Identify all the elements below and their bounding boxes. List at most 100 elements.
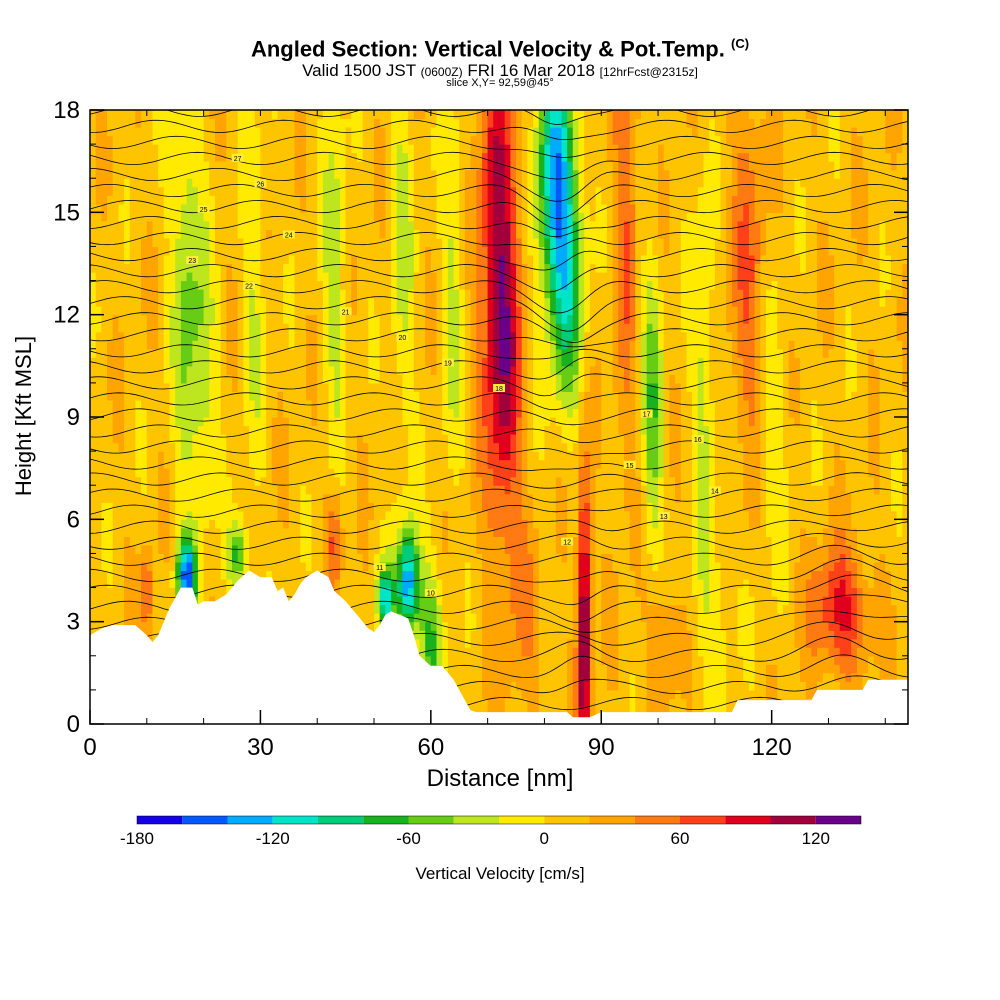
isoline <box>90 328 908 348</box>
isoline <box>90 119 908 140</box>
isoline <box>90 280 908 314</box>
isoline-label: 18 <box>495 386 503 393</box>
isoline-label: 23 <box>188 258 196 265</box>
isoline-label: 15 <box>626 463 634 470</box>
isoline <box>90 519 908 534</box>
isoline <box>90 264 908 293</box>
y-axis-label: Height [Kft MSL] <box>11 335 36 497</box>
isoline-label-bg <box>373 563 386 572</box>
isoline <box>90 544 908 566</box>
isoline-label: 10 <box>427 591 435 598</box>
isoline-label-bg <box>441 358 454 367</box>
x-tick-label: 90 <box>588 734 615 761</box>
colorbar-frame <box>136 815 862 825</box>
valid-time: Valid 1500 JST <box>302 61 416 80</box>
isoline-label-bg <box>493 384 505 393</box>
colorbar-swatch <box>770 816 816 824</box>
isoline <box>90 312 908 344</box>
isoline-label-bg <box>691 435 704 444</box>
isoline <box>90 183 908 219</box>
chart-subtitle: Valid 1500 JST (0600Z) FRI 16 Mar 2018 [… <box>0 61 1000 81</box>
isoline <box>90 440 908 457</box>
isoline <box>90 456 908 471</box>
isoline <box>90 408 908 426</box>
isoline-label-bg <box>186 256 199 265</box>
y-tick-label: 9 <box>67 404 80 431</box>
isoline <box>90 424 908 444</box>
isoline <box>90 557 908 583</box>
y-tick-label: 3 <box>67 609 80 636</box>
isoline <box>90 167 908 202</box>
y-tick-label: 6 <box>67 506 80 533</box>
y-tick-label: 15 <box>53 199 80 226</box>
isoline <box>90 151 908 180</box>
colorbar-label: Vertical Velocity [cm/s] <box>415 864 585 883</box>
isoline-label-bg <box>254 179 267 188</box>
forecast-info: [12hrFcst@2315z] <box>599 65 698 79</box>
colorbar-swatch <box>408 816 454 824</box>
colorbar-swatch <box>137 816 183 824</box>
isoline <box>90 356 908 380</box>
isoline-label: 26 <box>257 181 265 188</box>
isoline-label-bg <box>197 204 210 213</box>
colorbar-swatch <box>680 816 726 824</box>
isoline-label: 13 <box>660 514 668 521</box>
isoline-label-bg <box>282 230 295 239</box>
title-unit: (C) <box>731 36 750 51</box>
isoline <box>90 344 908 360</box>
isoline <box>90 135 908 158</box>
isoline-label: 20 <box>399 335 407 342</box>
colorbar-swatch <box>499 816 545 824</box>
colorbar-tick-label: -60 <box>396 829 421 848</box>
colorbar-swatch <box>544 816 590 824</box>
colorbar-swatch <box>363 816 409 824</box>
isoline <box>90 472 908 489</box>
isoline <box>90 232 908 250</box>
x-tick-label: 60 <box>417 734 444 761</box>
slice-info: slice X,Y= 92,59@45° <box>446 77 554 89</box>
colorbar-swatch <box>453 816 499 824</box>
chart-title: Angled Section: Vertical Velocity & Pot.… <box>250 36 750 62</box>
y-tick-label: 18 <box>53 97 80 124</box>
isoline-label: 19 <box>444 360 452 367</box>
isoline-label: 14 <box>711 488 719 495</box>
isoline-label-bg <box>657 511 670 520</box>
isoline-label: 25 <box>200 207 208 214</box>
colorbar-swatch <box>589 816 635 824</box>
colorbar-swatch <box>725 816 771 824</box>
isoline-label: 22 <box>245 284 253 291</box>
colorbar <box>136 815 862 825</box>
colorbar-tick-label: 60 <box>670 829 690 848</box>
isoline-label-bg <box>243 281 256 290</box>
axis-ticks: 0 30 60 90 120 0 3 6 9 12 15 18 <box>53 97 908 761</box>
isoline-label: 21 <box>342 309 350 316</box>
isoline-label-bg <box>396 332 409 341</box>
isoline-label: 11 <box>376 565 383 572</box>
colorbar-swatch <box>318 816 364 824</box>
colorbar-swatch <box>227 816 273 824</box>
isoline-label-bg <box>623 460 636 469</box>
isoline <box>90 199 908 230</box>
isoline-label-bg <box>424 588 437 597</box>
isoline <box>90 110 872 125</box>
isoline-label-bg <box>561 537 574 546</box>
isoline <box>90 373 908 397</box>
isoline-label: 27 <box>234 156 242 163</box>
isoline-label-bg <box>231 153 244 162</box>
terrain-mask <box>90 570 908 724</box>
isoline <box>90 532 908 550</box>
y-tick-label: 12 <box>53 302 80 329</box>
isoline-label-bg <box>339 307 352 316</box>
isoline-label: 24 <box>285 233 293 240</box>
isoline-label-bg <box>708 486 721 495</box>
y-tick-label: 0 <box>67 711 80 738</box>
x-tick-label: 0 <box>83 734 96 761</box>
isoline <box>90 504 908 518</box>
x-tick-label: 120 <box>752 734 792 761</box>
isoline-label: 12 <box>563 540 571 547</box>
colorbar-tick-label: -180 <box>119 829 155 848</box>
isoline <box>90 296 908 332</box>
valid-time-utc: (0600Z) <box>420 65 463 79</box>
x-tick-label: 30 <box>247 734 274 761</box>
